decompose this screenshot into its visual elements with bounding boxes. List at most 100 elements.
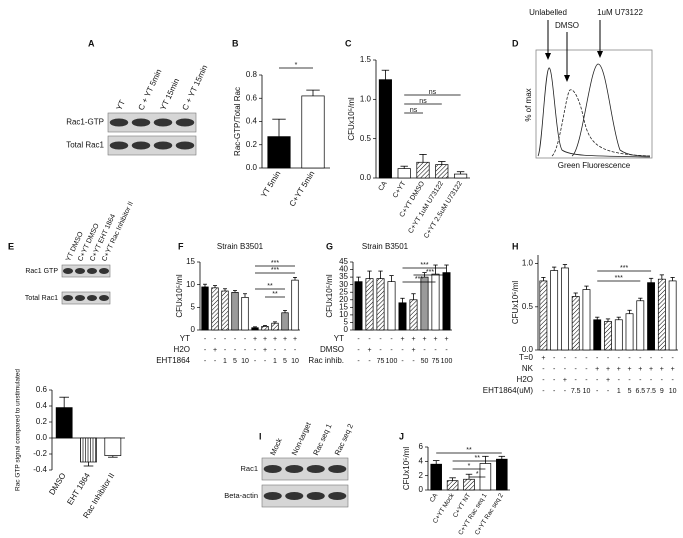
condition-value: - xyxy=(596,388,599,395)
condition-value: + xyxy=(649,366,653,373)
bar xyxy=(636,300,645,351)
condition-value: 10 xyxy=(241,358,249,365)
arrow-lines xyxy=(547,20,601,80)
condition-value: + xyxy=(293,336,297,343)
bar xyxy=(261,326,269,331)
condition-value: - xyxy=(434,347,437,354)
condition-value: - xyxy=(274,347,277,354)
blot-band xyxy=(86,268,98,274)
significance-label: *** xyxy=(415,276,423,283)
blot-band xyxy=(328,492,347,500)
bar xyxy=(354,281,363,331)
significance-label: *** xyxy=(426,269,434,276)
condition-value: + xyxy=(213,347,217,354)
condition-value: - xyxy=(390,347,393,354)
condition-value: - xyxy=(542,388,545,395)
condition-value: - xyxy=(564,388,567,395)
y-axis-label: CFUx10⁵/ml xyxy=(511,281,520,325)
condition-value: - xyxy=(542,366,545,373)
y-axis-label: CFUx10⁵/ml xyxy=(175,274,184,318)
unlabelled-curve xyxy=(537,67,651,158)
bar xyxy=(211,287,219,331)
condition-value: 7.5 xyxy=(646,388,656,395)
condition-value: - xyxy=(618,377,621,384)
bar xyxy=(582,289,591,351)
significance-label: *** xyxy=(271,260,279,267)
y-tick-label: 5 xyxy=(191,302,196,311)
blot-band xyxy=(153,141,173,150)
condition-value: - xyxy=(553,377,556,384)
condition-value: + xyxy=(606,377,610,384)
y-tick-label: 40 xyxy=(339,265,348,274)
y-tick-label: 0.8 xyxy=(246,70,258,79)
y-tick-label: 1.0 xyxy=(360,94,372,103)
condition-label: YT xyxy=(334,334,344,343)
condition-value: - xyxy=(204,358,207,365)
y-tick-label: 45 xyxy=(339,257,348,266)
condition-value: - xyxy=(553,355,556,362)
condition-value: 10 xyxy=(583,388,591,395)
condition-value: - xyxy=(542,377,545,384)
condition-value: 9 xyxy=(660,388,664,395)
bar xyxy=(267,136,291,169)
condition-label: H2O xyxy=(517,375,533,384)
condition-value: + xyxy=(263,347,267,354)
significance-label: * xyxy=(295,62,298,69)
blot-band xyxy=(131,141,151,150)
condition-value: - xyxy=(671,355,674,362)
y-tick-label: 15 xyxy=(339,302,348,311)
panel-label: A xyxy=(88,38,95,48)
y-tick-label: 0 xyxy=(344,325,349,334)
condition-value: 75 xyxy=(432,358,440,365)
condition-value: + xyxy=(367,347,371,354)
condition-value: - xyxy=(661,355,664,362)
bar xyxy=(271,322,279,331)
condition-value: 75 xyxy=(377,358,385,365)
condition-value: - xyxy=(564,366,567,373)
condition-value: - xyxy=(244,347,247,354)
flow-label: DMSO xyxy=(555,21,579,30)
condition-label: EHT1864 xyxy=(156,356,190,365)
condition-value: - xyxy=(423,347,426,354)
y-tick-label: 4 xyxy=(419,456,424,465)
blot-frame xyxy=(261,484,349,508)
condition-value: + xyxy=(563,377,567,384)
bar xyxy=(463,478,475,491)
blot-band xyxy=(285,492,304,500)
lane-label: YT xyxy=(115,99,128,112)
blot-band xyxy=(109,141,129,150)
y-tick-label: -0.4 xyxy=(33,465,47,474)
x-tick-label: CA xyxy=(429,492,440,504)
y-tick-label: 0.4 xyxy=(36,401,48,410)
significance-label: * xyxy=(468,463,471,470)
panel-label: J xyxy=(399,431,404,441)
condition-value: - xyxy=(639,355,642,362)
condition-value: - xyxy=(575,377,578,384)
bar xyxy=(571,296,580,351)
condition-value: - xyxy=(284,347,287,354)
row-label: Rac1 GTP xyxy=(25,268,58,275)
bar xyxy=(496,458,508,491)
flow-panel: D Unlabelled DMSO 1uM U73122 % of max Gr… xyxy=(512,8,653,170)
condition-value: + xyxy=(433,336,437,343)
condition-value: - xyxy=(357,347,360,354)
bar xyxy=(561,267,569,351)
significance-label: *** xyxy=(615,275,623,282)
bar xyxy=(365,278,374,331)
condition-label: NK xyxy=(522,364,534,373)
blot-band xyxy=(175,118,195,127)
y-tick-label: 2 xyxy=(419,471,424,480)
condition-value: - xyxy=(214,336,217,343)
bar xyxy=(550,270,559,351)
condition-value: - xyxy=(585,366,588,373)
y-axis-label: Rac-GTP/Total Rac xyxy=(233,87,242,156)
condition-value: 1 xyxy=(617,388,621,395)
significance-label: ** xyxy=(474,455,480,462)
condition-value: 100 xyxy=(386,358,398,365)
condition-value: - xyxy=(379,336,382,343)
y-tick-label: 0.0 xyxy=(246,163,258,172)
condition-label: DMSO xyxy=(320,345,344,354)
panel-label: I xyxy=(259,431,262,441)
condition-value: - xyxy=(596,377,599,384)
